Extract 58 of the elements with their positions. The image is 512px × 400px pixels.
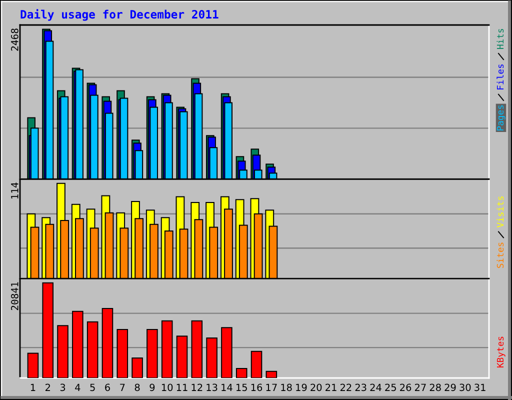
bar — [236, 368, 248, 378]
bar — [206, 338, 218, 378]
text: Visits — [496, 196, 504, 228]
bar — [57, 325, 68, 378]
x-tick-label: 31 — [474, 384, 486, 392]
text: KBytes — [496, 336, 506, 368]
x-tick-label: 9 — [150, 384, 155, 392]
x-tick-label: 20 — [310, 384, 322, 392]
bar — [27, 352, 39, 378]
x-tick-label: 10 — [162, 384, 173, 392]
bar — [266, 370, 278, 378]
x-tick-label: 28 — [430, 384, 441, 392]
x-tick-label: 6 — [105, 384, 110, 392]
bar — [176, 336, 188, 378]
x-tick-label: 23 — [355, 384, 366, 392]
legend-label: Pages — [496, 105, 506, 130]
text: 2468 — [10, 28, 18, 51]
x-tick-label: 3 — [60, 384, 66, 392]
text: 114 — [11, 182, 18, 199]
x-tick-label: 15 — [236, 384, 247, 392]
x-tick-label: 17 — [266, 384, 277, 391]
chart-title: Daily usage for December 2011 — [20, 9, 218, 21]
x-tick-label: 4 — [75, 384, 80, 391]
x-tick-label: 27 — [414, 384, 426, 391]
x-tick-label: 14 — [222, 384, 232, 391]
text: 20841 — [10, 282, 18, 310]
x-tick-label: 21 — [326, 384, 336, 391]
bar — [191, 320, 203, 378]
x-tick-label: 7 — [120, 384, 125, 391]
x-tick-label: 30 — [460, 384, 471, 392]
x-tick-label: 26 — [400, 384, 412, 392]
x-tick-label: 19 — [296, 384, 307, 392]
x-tick-label: 8 — [134, 384, 140, 392]
x-tick-label: 18 — [281, 384, 292, 392]
x-tick-label: 24 — [370, 384, 382, 391]
bar — [221, 327, 232, 378]
bar — [161, 320, 173, 378]
x-tick-label: 22 — [340, 384, 352, 391]
legend-label: Sites — [496, 242, 504, 268]
x-tick-label: 12 — [192, 384, 202, 391]
x-tick-label: 16 — [251, 384, 262, 392]
x-tick-label: 29 — [444, 384, 456, 392]
bar — [42, 282, 54, 378]
x-tick-label: 13 — [206, 384, 218, 392]
bar — [146, 328, 158, 378]
bar — [132, 358, 143, 378]
x-tick-label: 25 — [385, 384, 396, 392]
bar — [86, 321, 98, 378]
text: Hits — [496, 28, 504, 49]
bar — [72, 310, 84, 378]
bar — [116, 328, 128, 378]
x-tick-label: 11 — [176, 384, 188, 391]
x-tick-label: 5 — [90, 384, 95, 392]
legend-label: Files — [496, 64, 504, 90]
bar — [250, 350, 262, 378]
x-tick-label: 2 — [45, 384, 50, 391]
bar — [102, 308, 114, 378]
x-tick-label: 1 — [30, 384, 36, 391]
